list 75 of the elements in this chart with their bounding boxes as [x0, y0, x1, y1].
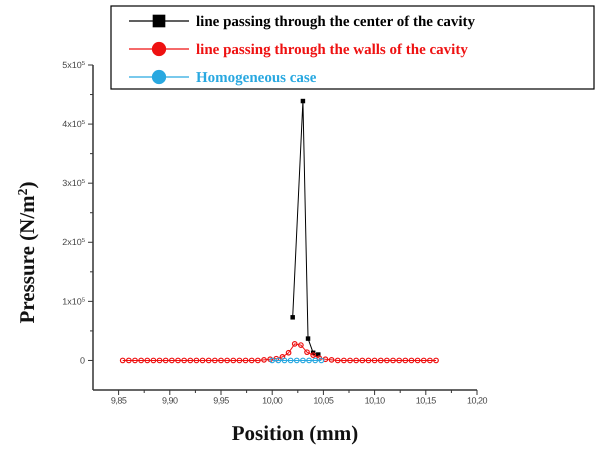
point — [224, 358, 230, 364]
point — [212, 358, 218, 364]
y-tick-label: 3x10$^{5}$ — [62, 178, 85, 188]
point — [218, 358, 224, 364]
point — [353, 358, 360, 364]
point — [255, 358, 261, 364]
point — [310, 352, 316, 358]
x-tick-label: 10,15 — [416, 395, 436, 406]
legend-label: line passing through the walls of the cavity — [196, 42, 468, 58]
x-tick-label: 9,90 — [162, 395, 178, 406]
legend-label: line passing through the center of the cavity — [196, 14, 476, 30]
point — [384, 358, 390, 364]
point — [306, 358, 312, 364]
point — [230, 358, 236, 364]
point — [286, 350, 292, 356]
point — [396, 358, 402, 364]
point — [408, 358, 414, 364]
x-tick-label: 10,10 — [364, 395, 386, 406]
point — [366, 358, 372, 364]
x-axis-title: Position (mm) — [232, 421, 358, 445]
point — [359, 358, 366, 364]
point — [378, 358, 384, 364]
point — [162, 358, 169, 364]
point — [328, 357, 334, 363]
y-tick-label: 2x10$^{5}$ — [62, 237, 85, 248]
point — [347, 358, 353, 364]
point — [248, 358, 255, 364]
point — [300, 98, 306, 104]
point — [200, 358, 206, 364]
point — [292, 341, 298, 347]
x-tick-label: 9,85 — [110, 395, 127, 406]
x-tick-label: 10,05 — [313, 395, 334, 406]
point — [280, 354, 286, 360]
point — [306, 336, 310, 341]
y-tick-label: 4x10$^{5}$ — [62, 118, 85, 129]
point — [175, 358, 181, 364]
point — [341, 358, 347, 364]
point — [304, 349, 310, 356]
x-tick-label: 9,95 — [213, 395, 230, 406]
point — [242, 358, 248, 364]
point — [261, 357, 267, 363]
x-tick-label: 10,00 — [262, 395, 283, 406]
point — [194, 358, 200, 364]
point — [420, 358, 427, 364]
point — [168, 358, 175, 364]
x-tick-label: 10,20 — [466, 395, 488, 406]
point — [427, 358, 433, 364]
point — [390, 358, 396, 364]
point — [402, 358, 408, 364]
y-tick-label: 5x10$^{5}$ — [62, 60, 85, 70]
point — [181, 358, 187, 364]
y-tick-label: 0 — [80, 355, 85, 366]
point — [372, 358, 378, 364]
point — [126, 358, 132, 364]
point — [288, 358, 294, 364]
point — [298, 342, 304, 348]
point — [300, 358, 306, 364]
point — [138, 358, 144, 364]
point — [294, 358, 300, 364]
y-tick-label: 1x10$^{5}$ — [62, 296, 85, 306]
point — [236, 358, 242, 364]
point — [316, 355, 322, 361]
point — [144, 358, 150, 364]
point — [334, 358, 341, 364]
legend-label: Homogeneous case — [196, 70, 317, 86]
point — [132, 358, 138, 364]
point — [282, 358, 288, 364]
point — [206, 358, 212, 364]
point — [312, 358, 318, 364]
point — [150, 358, 156, 364]
point — [290, 315, 295, 320]
point — [414, 358, 420, 364]
point — [322, 356, 328, 362]
point — [156, 358, 162, 364]
point — [187, 358, 194, 364]
